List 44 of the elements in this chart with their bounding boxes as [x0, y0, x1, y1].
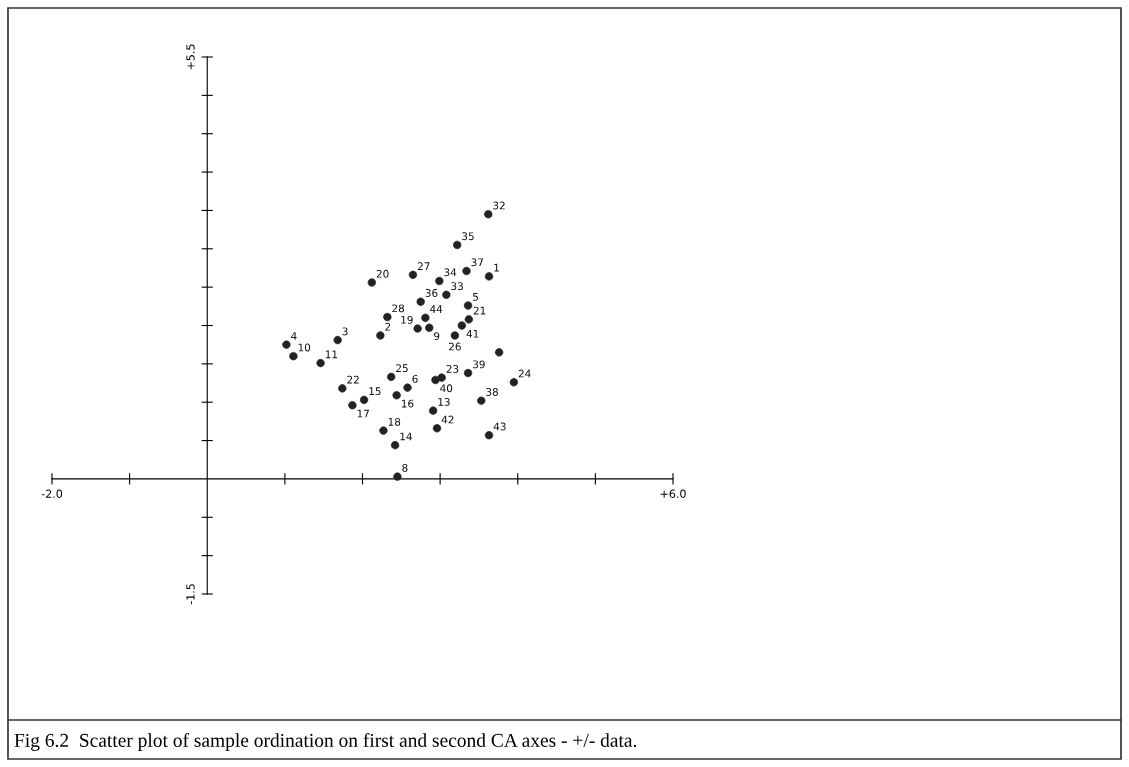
x-tick-label: -2.0: [41, 489, 63, 498]
annotation: 42: [441, 415, 454, 424]
caption: Fig 6.2 Scatter plot of sample ordination on first and second CA axes - +/- data.: [14, 733, 637, 751]
annotation: 3: [342, 327, 348, 336]
annotation: 35: [462, 232, 474, 241]
annotation: 18: [388, 417, 401, 426]
annotation: 9: [434, 332, 440, 341]
annotation: 34: [444, 268, 457, 277]
annotation: 2: [385, 322, 391, 331]
annotation: 1: [494, 263, 499, 272]
annotation: 32: [493, 201, 505, 210]
annotation: 40: [440, 384, 453, 393]
annotation: 37: [471, 258, 484, 267]
annotation: 19: [401, 315, 413, 324]
annotation: 8: [402, 463, 408, 472]
y-tick-label: +5.5: [186, 44, 195, 70]
annotation: 20: [376, 269, 389, 278]
annotation: 43: [493, 422, 506, 431]
annotation: 23: [446, 364, 459, 373]
annotation: 13: [438, 397, 450, 406]
annotation: 44: [430, 305, 443, 313]
annotation: 38: [486, 388, 498, 396]
annotation: 28: [392, 304, 405, 313]
annotation: 17: [357, 409, 369, 418]
annotation: 25: [396, 364, 408, 373]
annotation: 11: [325, 350, 338, 359]
annotation: 6: [412, 374, 418, 383]
annotation: 39: [473, 360, 485, 369]
annotation: 24: [518, 369, 531, 378]
x-tick-label: +6.0: [660, 489, 686, 498]
annotation: 26: [449, 342, 461, 351]
y-tick-label: -1.5: [186, 584, 195, 605]
annotation: 41: [466, 329, 479, 338]
annotation: 33: [451, 282, 463, 291]
annotation: 36: [425, 289, 438, 297]
annotation: 16: [401, 399, 414, 408]
annotation: 27: [417, 262, 430, 270]
annotation: 10: [298, 343, 311, 352]
annotation: 22: [347, 375, 359, 384]
annotation: 14: [400, 432, 412, 441]
annotation: 21: [473, 306, 486, 315]
annotation: 15: [369, 387, 381, 396]
annotation: 4: [291, 332, 297, 340]
annotation: 5: [473, 293, 478, 301]
